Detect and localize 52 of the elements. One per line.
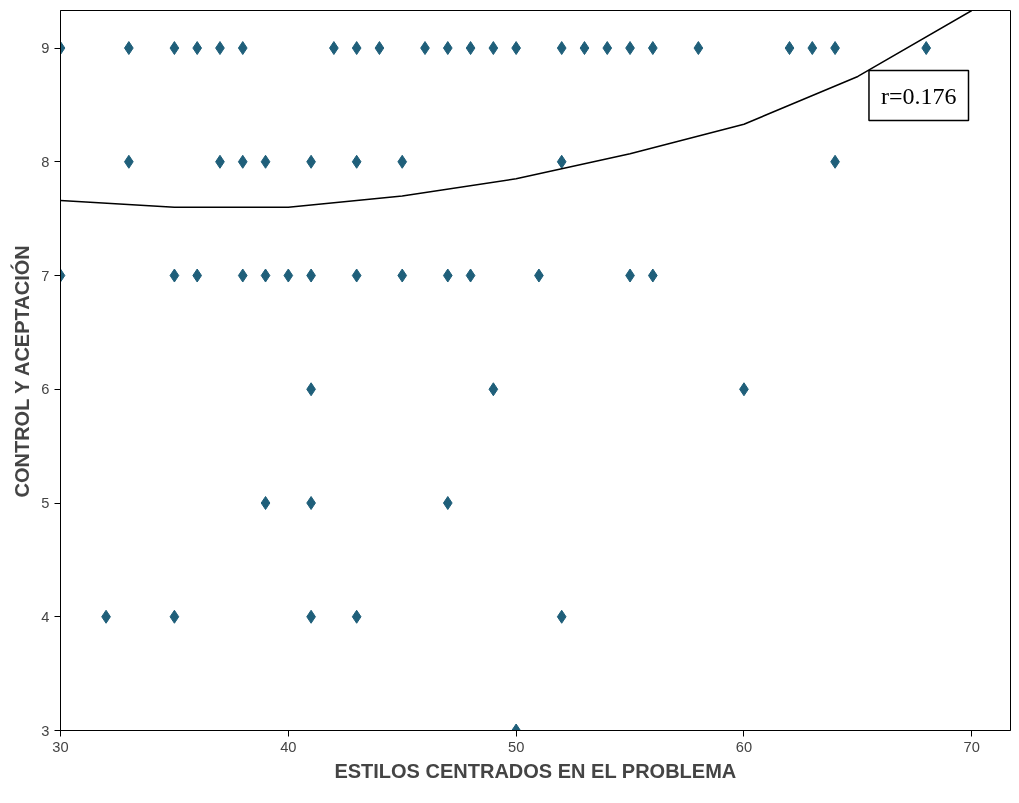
y-tick-label: 8	[41, 153, 50, 170]
point	[192, 268, 203, 283]
point	[442, 41, 453, 56]
point	[807, 41, 818, 56]
point	[647, 41, 658, 56]
point	[693, 41, 704, 56]
point	[260, 496, 271, 511]
point	[237, 154, 248, 169]
y-tick-label: 3	[41, 722, 50, 739]
y-tick-label: 5	[41, 495, 50, 512]
point	[465, 41, 476, 56]
point	[397, 154, 408, 169]
point	[921, 41, 932, 56]
point	[169, 609, 180, 624]
point	[351, 609, 362, 624]
point	[579, 41, 590, 56]
point	[237, 268, 248, 283]
point	[260, 268, 271, 283]
point	[488, 41, 499, 56]
point	[465, 268, 476, 283]
y-axis-title: CONTROL Y ACEPTACIÓN	[10, 245, 34, 498]
point	[351, 268, 362, 283]
point	[260, 154, 271, 169]
point	[556, 609, 567, 624]
x-axis-title: ESTILOS CENTRADOS EN EL PROBLEMA	[334, 759, 737, 782]
point	[397, 268, 408, 283]
point	[442, 496, 453, 511]
x-tick-label: 70	[963, 738, 980, 755]
point	[169, 41, 180, 56]
x-tick-label: 30	[52, 738, 69, 755]
point	[647, 268, 658, 283]
point	[351, 41, 362, 56]
x-tick-label: 60	[735, 738, 753, 755]
point	[556, 41, 567, 56]
point	[556, 154, 567, 169]
point	[237, 41, 248, 56]
point	[169, 268, 180, 283]
point	[784, 41, 795, 56]
point	[602, 41, 613, 56]
point	[351, 154, 362, 169]
point	[488, 382, 499, 397]
x-tick-label: 50	[507, 738, 525, 755]
point	[283, 268, 294, 283]
y-tick-label: 4	[41, 608, 50, 625]
point	[374, 41, 385, 56]
x-tick-label: 40	[280, 738, 297, 755]
point	[192, 41, 203, 56]
point	[442, 268, 453, 283]
y-tick-label: 7	[41, 267, 50, 284]
annotation: r=0.176	[880, 82, 957, 109]
y-tick-label: 9	[41, 40, 50, 57]
y-tick-label: 6	[41, 381, 50, 398]
